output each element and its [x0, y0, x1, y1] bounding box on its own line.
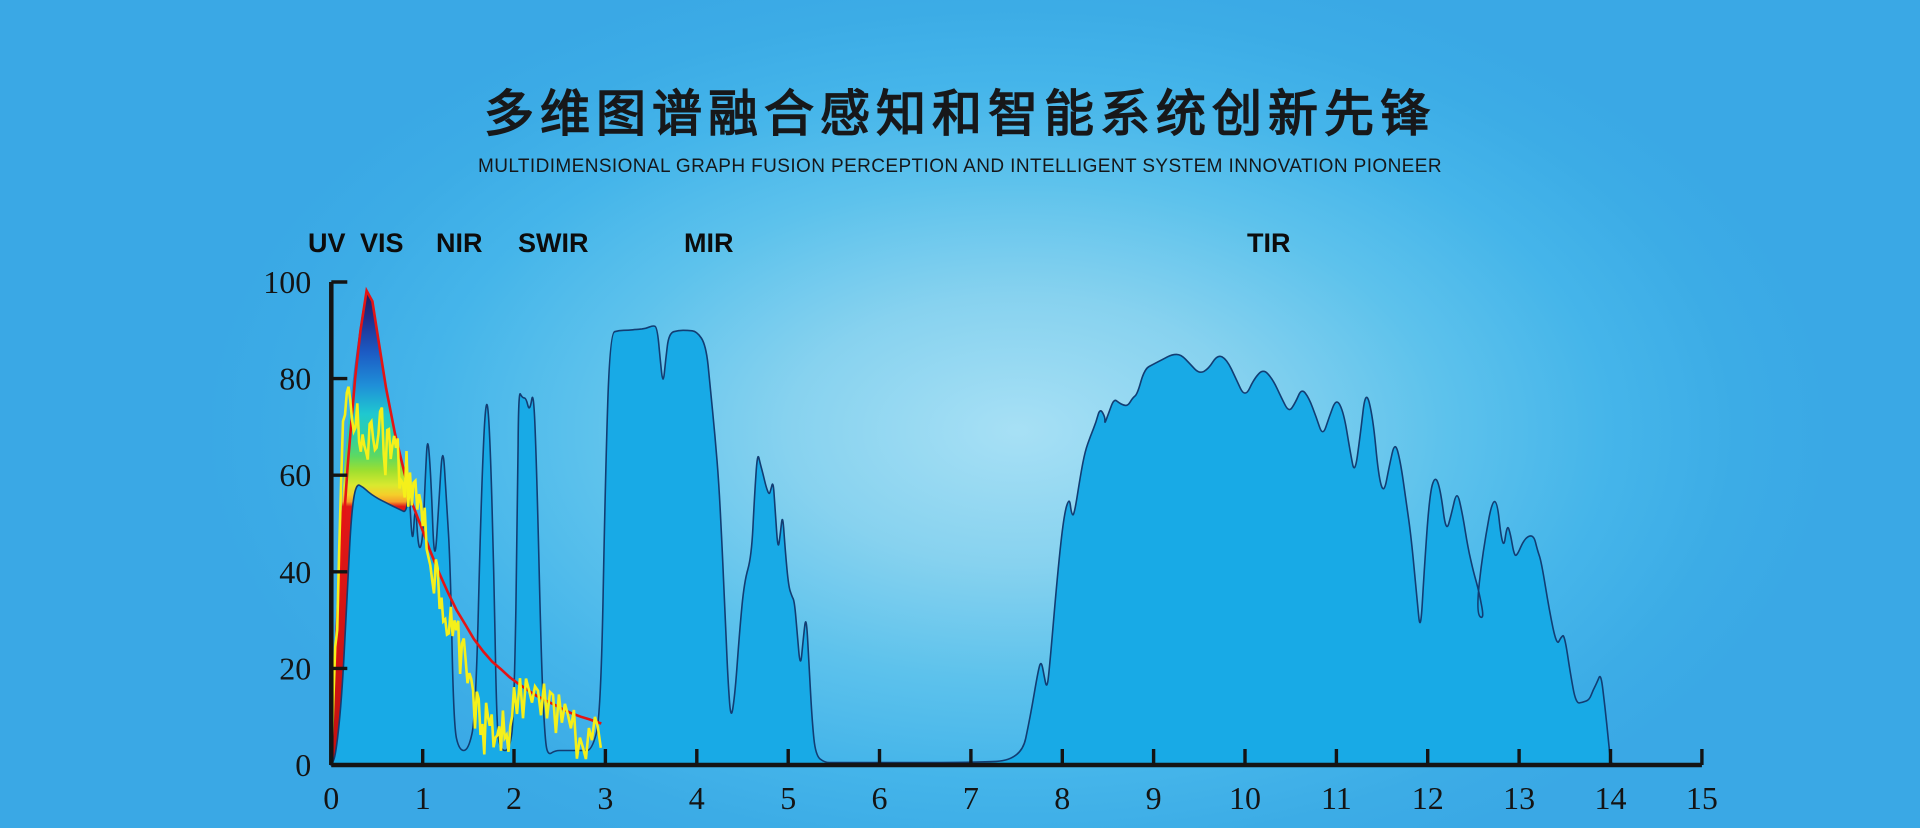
svg-text:20: 20: [279, 650, 311, 686]
svg-text:4: 4: [689, 780, 705, 816]
svg-text:1: 1: [415, 780, 431, 816]
svg-text:100: 100: [263, 264, 311, 300]
svg-text:60: 60: [279, 457, 311, 493]
svg-text:8: 8: [1054, 780, 1070, 816]
svg-text:14: 14: [1595, 780, 1627, 816]
svg-text:80: 80: [279, 361, 311, 397]
svg-text:6: 6: [872, 780, 888, 816]
svg-text:0: 0: [295, 747, 311, 783]
svg-text:40: 40: [279, 554, 311, 590]
svg-text:5: 5: [780, 780, 796, 816]
svg-text:2: 2: [506, 780, 522, 816]
svg-text:11: 11: [1321, 780, 1352, 816]
svg-text:3: 3: [597, 780, 613, 816]
svg-text:12: 12: [1412, 780, 1444, 816]
svg-text:7: 7: [963, 780, 979, 816]
svg-text:13: 13: [1503, 780, 1535, 816]
svg-text:10: 10: [1229, 780, 1261, 816]
svg-text:0: 0: [323, 780, 339, 816]
svg-text:9: 9: [1146, 780, 1162, 816]
svg-text:15: 15: [1686, 780, 1718, 816]
